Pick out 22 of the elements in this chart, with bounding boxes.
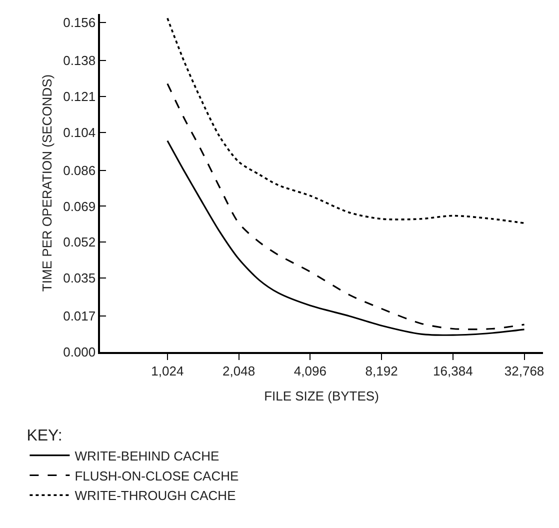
y-axis-title: TIME PER OPERATION (SECONDS): [40, 74, 55, 292]
legend-label: WRITE-THROUGH CACHE: [74, 488, 236, 504]
y-tick-label: 0.121: [63, 88, 96, 104]
y-tick-label: 0.104: [63, 124, 96, 140]
x-tick-label: 1,024: [151, 363, 184, 378]
y-tick-label: 0.052: [63, 234, 96, 250]
x-tick-label: 2,048: [222, 363, 256, 378]
y-tick-label: 0.000: [63, 344, 96, 360]
y-tick-label: 0.035: [63, 270, 96, 286]
legend-label: FLUSH-ON-CLOSE CACHE: [74, 468, 239, 484]
x-tick-label: 4,096: [294, 363, 326, 378]
y-tick-label: 0.156: [63, 15, 96, 30]
y-tick-label: 0.086: [63, 162, 96, 178]
x-axis-title: FILE SIZE (BYTES): [264, 388, 379, 404]
y-tick-label: 0.138: [63, 53, 96, 68]
legend-label: WRITE-BEHIND CACHE: [74, 448, 220, 464]
y-tick-label: 0.017: [63, 308, 96, 324]
legend-title: KEY:: [26, 427, 62, 444]
x-tick-label: 8,192: [365, 363, 398, 378]
y-tick-label: 0.069: [63, 198, 96, 214]
x-tick-label: 16,384: [433, 363, 473, 378]
x-tick-label: 32,768: [504, 363, 544, 378]
